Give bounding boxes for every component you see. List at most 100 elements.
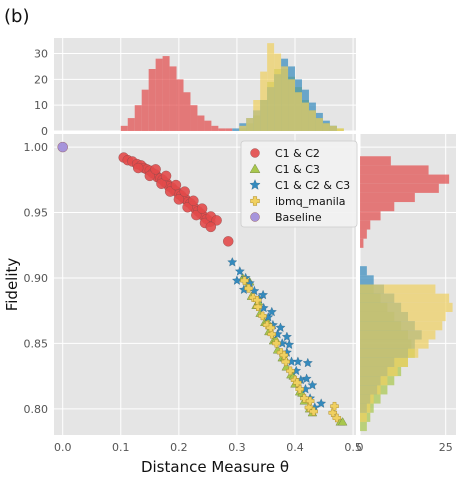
data-point bbox=[316, 398, 327, 408]
right-hist-bar bbox=[360, 266, 367, 276]
right-histogram: 0 25 bbox=[357, 134, 456, 454]
x-tick-label: 0.5 bbox=[344, 441, 362, 454]
top-hist-bar bbox=[232, 128, 240, 131]
top-hist-bar bbox=[190, 105, 198, 131]
right-hist-bar bbox=[360, 357, 408, 367]
right-hist-bar bbox=[360, 183, 439, 193]
data-point bbox=[337, 417, 348, 426]
top-hist-ytick-label: 0 bbox=[41, 125, 48, 138]
top-hist-ytick-label: 10 bbox=[34, 99, 48, 112]
top-hist-bar bbox=[315, 118, 323, 131]
top-hist-bar bbox=[336, 128, 344, 131]
right-hist-bar bbox=[360, 229, 367, 239]
data-point bbox=[223, 236, 234, 247]
right-hist-bar bbox=[360, 403, 371, 413]
top-hist-bar bbox=[295, 92, 302, 131]
right-hist-bar bbox=[360, 366, 398, 377]
top-hist-bar bbox=[267, 43, 275, 131]
top-hist-bar bbox=[239, 125, 247, 131]
right-hist-bar bbox=[360, 385, 381, 395]
x-tick-label: 0.2 bbox=[170, 441, 188, 454]
right-hist-bar bbox=[360, 220, 371, 230]
x-tick-label: 0.4 bbox=[286, 441, 304, 454]
legend-marker bbox=[249, 179, 261, 190]
right-hist-bar bbox=[360, 302, 453, 312]
x-tick-label: 0.3 bbox=[228, 441, 246, 454]
data-point bbox=[307, 380, 318, 390]
data-point bbox=[234, 266, 245, 276]
right-hist-bar bbox=[360, 293, 450, 303]
top-hist-bar bbox=[288, 79, 296, 131]
data-point bbox=[284, 339, 295, 349]
top-hist-bar bbox=[308, 110, 316, 131]
data-point bbox=[302, 357, 313, 368]
right-hist-bar bbox=[360, 202, 395, 212]
right-hist-bar bbox=[360, 348, 419, 358]
data-point bbox=[332, 413, 342, 423]
data-point bbox=[196, 203, 208, 214]
top-hist-bar bbox=[281, 66, 289, 131]
right-hist-bar bbox=[360, 311, 446, 322]
top-hist-ytick-label: 30 bbox=[34, 48, 48, 61]
top-hist-bar bbox=[176, 79, 184, 131]
legend-marker bbox=[250, 196, 260, 206]
top-hist-bar bbox=[127, 118, 135, 131]
right-hist-bar bbox=[360, 275, 374, 285]
top-hist-bar bbox=[253, 100, 261, 131]
y-tick-label: 0.80 bbox=[24, 403, 49, 416]
y-tick-label: 0.85 bbox=[24, 337, 49, 350]
right-hist-bar bbox=[360, 284, 436, 294]
data-point bbox=[266, 323, 275, 332]
top-hist-bar bbox=[134, 105, 142, 131]
legend-label: C1 & C2 bbox=[275, 147, 320, 160]
x-axis-label: Distance Measure θ bbox=[141, 458, 289, 476]
right-hist-bar bbox=[360, 192, 415, 203]
data-point bbox=[258, 289, 268, 300]
data-point bbox=[266, 306, 277, 317]
data-point bbox=[244, 284, 253, 293]
data-point bbox=[156, 178, 167, 189]
data-point bbox=[275, 322, 286, 332]
right-hist-bar bbox=[360, 321, 443, 331]
data-point bbox=[182, 202, 193, 213]
top-hist-bar bbox=[211, 125, 219, 131]
x-tick-label: 0.1 bbox=[112, 441, 130, 454]
data-point bbox=[227, 257, 238, 267]
right-hist-bar bbox=[360, 211, 381, 221]
data-point bbox=[240, 276, 249, 285]
data-point bbox=[205, 221, 217, 233]
data-point bbox=[173, 194, 185, 205]
top-hist-bar bbox=[148, 69, 156, 131]
data-point bbox=[211, 215, 222, 226]
data-point bbox=[160, 170, 172, 182]
data-point bbox=[57, 141, 68, 153]
data-point bbox=[170, 179, 182, 191]
right-hist-bar bbox=[360, 156, 391, 166]
data-point bbox=[286, 366, 295, 376]
right-hist-xtick-label: 0 bbox=[357, 441, 364, 454]
y-axis-label: Fidelity bbox=[3, 258, 21, 312]
top-hist-bar bbox=[183, 92, 191, 131]
right-hist-bar bbox=[360, 339, 429, 349]
top-hist-bar bbox=[197, 115, 205, 131]
top-hist-bar bbox=[141, 89, 149, 131]
right-hist-bar bbox=[360, 394, 374, 404]
data-point bbox=[281, 331, 292, 342]
data-point bbox=[293, 378, 302, 387]
top-hist-bar bbox=[169, 66, 177, 131]
y-tick-label: 0.90 bbox=[24, 272, 49, 285]
data-point bbox=[188, 195, 199, 206]
data-point bbox=[144, 170, 156, 182]
data-point bbox=[293, 356, 303, 366]
legend-label: C1 & C3 bbox=[275, 163, 320, 176]
legend-label: Baseline bbox=[275, 211, 322, 224]
data-point bbox=[272, 339, 281, 348]
y-tick-label: 0.95 bbox=[24, 207, 49, 220]
data-point bbox=[253, 302, 263, 311]
legend-marker bbox=[250, 212, 260, 222]
right-hist-bar bbox=[360, 165, 429, 175]
right-hist-bar bbox=[360, 412, 367, 422]
data-point bbox=[279, 350, 289, 360]
data-point bbox=[179, 186, 190, 197]
